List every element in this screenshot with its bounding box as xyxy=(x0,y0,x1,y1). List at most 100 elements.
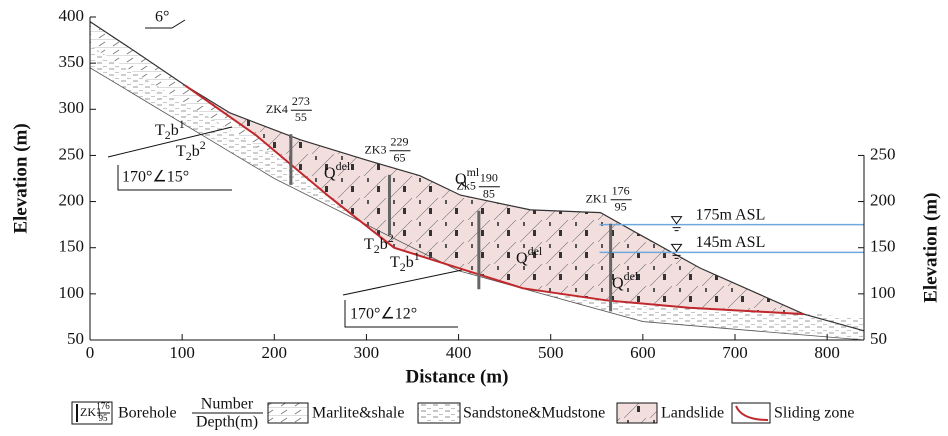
plot-area: 175m ASL 145m ASL ZK4 273 55 ZK3 229 65 Zk5 190 85… xyxy=(10,6,941,387)
text: T xyxy=(390,254,400,271)
legend-icon-text: 95 xyxy=(99,413,109,423)
text: T xyxy=(364,236,374,253)
borehole-name: Zk5 xyxy=(456,179,475,193)
text: 1 xyxy=(414,249,420,263)
text: 2 xyxy=(165,128,171,142)
legend-swatch xyxy=(731,402,771,424)
text: del xyxy=(336,159,351,173)
legend-icon-text: ZK1 xyxy=(80,405,102,419)
strata-label: T2b1 xyxy=(390,249,420,274)
text: b xyxy=(406,254,414,271)
y-tick-label: 100 xyxy=(59,283,85,302)
legend-label: Sandstone&Mudstone xyxy=(463,405,605,422)
water-symbol xyxy=(670,216,683,232)
text: 2 xyxy=(388,231,394,245)
x-tick-label: 800 xyxy=(814,343,840,362)
text: 2 xyxy=(200,138,206,152)
y-tick-label: 150 xyxy=(59,237,85,256)
strata-label: T2b1 xyxy=(155,117,185,142)
x-axis-title: Distance (m) xyxy=(406,366,509,387)
text: 2 xyxy=(374,242,380,256)
legend-icon xyxy=(71,401,113,425)
legend-label: Borehole xyxy=(118,405,177,422)
text: T xyxy=(155,122,165,139)
annotations: T2b1 T2b2 T2b2 T2b1 Qdel Qml Qdel Qdel 1… xyxy=(107,9,639,328)
legend: ZK1 176 95 Borehole Number Depth(m) Marl… xyxy=(71,396,854,431)
y-tick-label: 400 xyxy=(59,6,85,25)
x-tick-label: 400 xyxy=(446,343,472,362)
text: b xyxy=(171,122,179,139)
borehole-elevation: 176 xyxy=(612,183,630,197)
borehole-depth: 85 xyxy=(483,187,495,201)
legend-swatch xyxy=(267,402,309,424)
sliding-zone xyxy=(184,84,805,316)
text: 1 xyxy=(179,117,185,131)
text: del xyxy=(624,269,639,283)
y2-tick-label: 250 xyxy=(870,144,896,163)
y-tick-label: 200 xyxy=(59,190,85,209)
dip-label: 170°∠12° xyxy=(350,306,417,323)
dip-line xyxy=(342,269,463,296)
dip-label: 170°∠15° xyxy=(122,169,189,186)
strata-label: T2b2 xyxy=(176,138,206,163)
legend-label: Sliding zone xyxy=(774,405,854,422)
y2-tick-label: 100 xyxy=(870,283,896,302)
slope-symbol xyxy=(145,19,186,29)
deposit-label: Qml xyxy=(455,165,480,188)
borehole-name: ZK3 xyxy=(364,143,386,157)
text: ml xyxy=(467,165,480,179)
legend-swatch xyxy=(616,402,658,424)
y-tick-label: 300 xyxy=(59,98,85,117)
deposit-label: Qdel xyxy=(324,159,351,182)
dip-line xyxy=(107,126,233,158)
text: b xyxy=(380,236,388,253)
text: 2 xyxy=(400,260,406,274)
legend-label: Landslide xyxy=(661,405,724,422)
legend-swatch xyxy=(417,402,461,424)
y-axis-title: Elevation (m) xyxy=(10,123,31,233)
text: del xyxy=(528,244,543,258)
text: Q xyxy=(324,165,336,182)
landslide-mass xyxy=(184,85,805,315)
x-tick-label: 600 xyxy=(630,343,656,362)
borehole-depth: 95 xyxy=(615,199,627,213)
legend-label: Depth(m) xyxy=(196,414,258,431)
legend-label: Number xyxy=(201,396,254,413)
water-label: 145m ASL xyxy=(696,234,766,251)
text: T xyxy=(176,143,186,160)
borehole-elevation: 229 xyxy=(390,135,408,149)
text: b xyxy=(192,143,200,160)
x-tick-label: 500 xyxy=(538,343,564,362)
deposit-label: Qdel xyxy=(612,269,639,292)
borehole-name: ZK4 xyxy=(266,102,288,116)
x-tick-label: 0 xyxy=(86,343,95,362)
x-tick-label: 700 xyxy=(722,343,748,362)
x-tick-label: 300 xyxy=(354,343,380,362)
legend-label: Marlite&shale xyxy=(312,405,404,422)
borehole-depth: 55 xyxy=(295,110,307,124)
y2-tick-label: 150 xyxy=(870,237,896,256)
water-label: 175m ASL xyxy=(696,206,766,223)
borehole-name: ZK1 xyxy=(586,191,608,205)
text: Q xyxy=(455,171,467,188)
y2-axis-title: Elevation (m) xyxy=(920,193,941,303)
y-tick-label: 50 xyxy=(67,329,84,348)
x-tick-label: 100 xyxy=(169,343,195,362)
x-tick-label: 200 xyxy=(262,343,288,362)
y2-tick-label: 50 xyxy=(870,329,887,348)
water-symbol xyxy=(670,243,683,259)
borehole-depth: 65 xyxy=(393,151,405,165)
text: Q xyxy=(612,275,624,292)
deposit-label: Qdel xyxy=(516,244,543,267)
borehole-elevation: 190 xyxy=(480,171,498,185)
y2-tick-label: 200 xyxy=(870,190,896,209)
borehole-elevation: 273 xyxy=(292,94,310,108)
legend-swatch xyxy=(735,405,769,421)
text: Q xyxy=(516,250,528,267)
text: 2 xyxy=(186,149,192,163)
y-tick-label: 250 xyxy=(59,144,85,163)
y-tick-label: 350 xyxy=(59,52,85,71)
strata-label: T2b2 xyxy=(364,231,394,256)
dip-bracket xyxy=(117,165,232,191)
